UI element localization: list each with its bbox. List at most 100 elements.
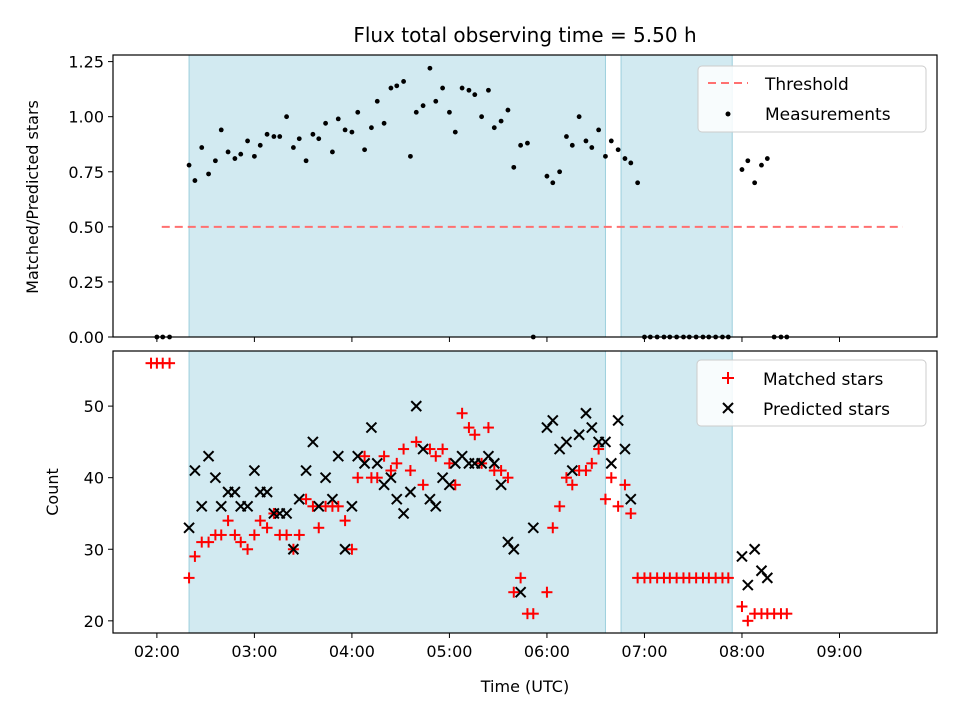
matched-stars-point <box>560 472 572 484</box>
matched-stars-point <box>261 522 273 534</box>
measurement-point <box>277 134 283 139</box>
matched-stars-point <box>547 522 559 534</box>
x-tick-label: 07:00 <box>621 642 667 661</box>
matched-stars-point <box>313 522 325 534</box>
x-axis-label: Time (UTC) <box>480 677 569 696</box>
measurement-point <box>192 178 198 183</box>
x-tick-label: 05:00 <box>426 642 472 661</box>
predicted-stars-point <box>313 500 325 513</box>
bottom-y-tick-label: 20 <box>84 612 104 631</box>
matched-stars-point <box>495 465 507 477</box>
measurement-point <box>466 87 472 93</box>
measurement-point <box>199 145 205 150</box>
predicted-stars-point <box>508 543 520 555</box>
measurement-point <box>218 127 224 133</box>
matched-stars-point <box>722 572 734 584</box>
measurement-point <box>479 114 485 120</box>
legend-predicted-label: Predicted stars <box>763 400 890 420</box>
measurement-point <box>764 156 770 161</box>
matched-stars-point <box>385 465 397 477</box>
measurement-point <box>433 98 439 104</box>
top-y-tick-label: 0.25 <box>68 273 104 292</box>
measurement-point <box>369 125 374 131</box>
measurement-point <box>739 167 745 172</box>
measurement-point <box>459 85 465 91</box>
measurement-point <box>257 142 263 148</box>
predicted-stars-point <box>215 500 227 513</box>
measurement-point <box>401 79 406 84</box>
matched-stars-point <box>430 450 442 462</box>
legend-measurements-marker <box>725 111 731 117</box>
measurement-point <box>635 180 641 186</box>
matched-stars-point <box>619 479 631 491</box>
measurement-point <box>583 138 589 144</box>
measurement-point <box>447 109 452 115</box>
measurement-point <box>525 140 530 146</box>
predicted-stars-point <box>612 414 624 427</box>
measurement-point <box>316 136 322 142</box>
measurement-point <box>349 129 355 135</box>
matched-stars-point <box>515 572 527 584</box>
measurement-point <box>569 142 575 148</box>
bottom-axes-frame <box>112 350 938 634</box>
top-shaded-span-0 <box>188 54 606 338</box>
legend-matched-label: Matched stars <box>763 370 883 390</box>
top-axes-frame <box>112 54 938 338</box>
measurement-point <box>544 173 550 179</box>
matched-stars-point <box>332 500 344 512</box>
measurement-point <box>518 142 524 148</box>
predicted-stars-point <box>560 436 573 448</box>
measurement-point <box>335 116 341 122</box>
measurement-point <box>225 149 231 155</box>
measurement-point <box>505 107 511 113</box>
measurement-point <box>511 164 517 170</box>
top-legend: Threshold Measurements <box>697 65 927 133</box>
matched-stars-point <box>527 608 539 620</box>
matched-stars-point <box>183 572 195 584</box>
matched-stars-point <box>215 529 227 541</box>
top-y-axis-label: Matched/Predicted stars <box>23 100 42 294</box>
top-y-tick-label: 0.00 <box>68 328 104 347</box>
measurement-point <box>291 145 296 150</box>
top-y-tick-label: 0.75 <box>68 163 104 182</box>
matched-stars-point <box>580 465 592 477</box>
matched-stars-point <box>346 543 358 555</box>
measurement-point <box>271 134 277 139</box>
measurement-point <box>394 83 400 89</box>
predicted-stars-point <box>748 543 761 555</box>
x-tick-label: 02:00 <box>134 642 180 661</box>
legend-predicted-marker <box>722 402 734 414</box>
bottom-legend: Matched stars Predicted stars <box>696 359 927 427</box>
measurement-point <box>498 118 504 124</box>
matched-stars-point <box>248 529 260 541</box>
predicted-stars-point <box>358 457 371 470</box>
x-tick-label: 08:00 <box>719 642 765 661</box>
measurement-point <box>576 114 582 120</box>
predicted-stars-point <box>189 464 201 477</box>
predicted-stars-point <box>514 586 527 598</box>
top-legend-box <box>697 65 927 133</box>
measurement-point <box>330 149 335 155</box>
measurement-point <box>303 158 309 164</box>
predicted-stars-point <box>293 493 305 505</box>
predicted-stars-point <box>417 443 429 455</box>
bottom-panel: 20 30 40 50 02:00 03:00 04:00 05:00 06:00 07:00 08… <box>84 350 938 661</box>
predicted-stars-point <box>736 550 748 563</box>
predicted-stars-point <box>619 443 631 455</box>
measurement-point <box>381 120 387 126</box>
matched-stars-point <box>508 586 520 598</box>
predicted-stars-point <box>397 507 410 520</box>
matched-stars-point <box>242 543 254 555</box>
measurement-point <box>486 87 491 93</box>
matched-stars-point <box>307 500 319 512</box>
x-tick-label: 04:00 <box>329 642 375 661</box>
predicted-stars-point <box>488 457 500 470</box>
matched-stars-point <box>437 443 449 455</box>
bottom-shaded-span-0 <box>188 350 606 634</box>
top-y-tick-label: 1.25 <box>68 53 104 72</box>
measurement-point <box>296 136 302 142</box>
predicted-stars-point <box>742 579 754 591</box>
predicted-stars-point <box>385 471 397 484</box>
predicted-stars-point <box>404 486 417 498</box>
